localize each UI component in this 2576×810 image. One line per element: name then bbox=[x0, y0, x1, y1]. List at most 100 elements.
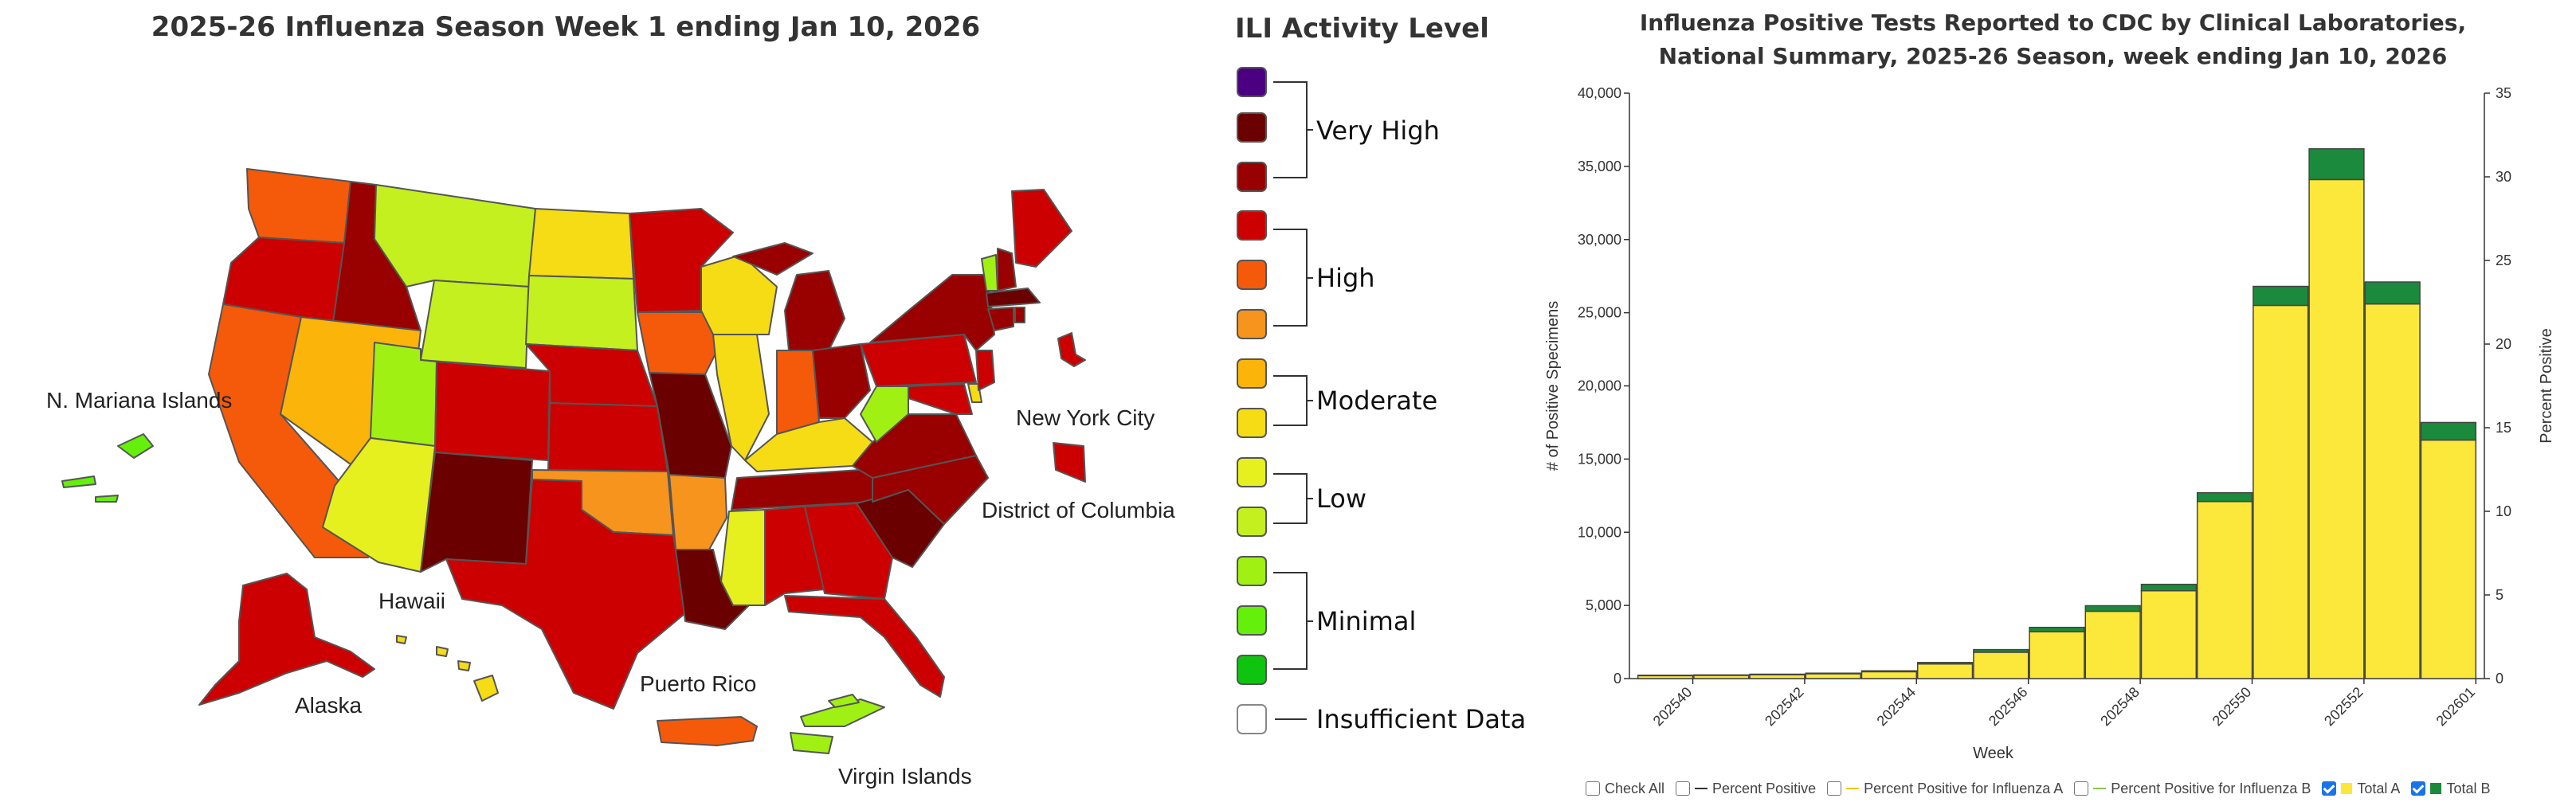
bar-total-b-202542[interactable] bbox=[1749, 673, 1806, 675]
legend-swatch-7 bbox=[1237, 408, 1267, 438]
bar-total-b-202551[interactable] bbox=[2253, 285, 2309, 307]
state-arkansas[interactable] bbox=[669, 474, 727, 550]
bar-total-a-202553[interactable] bbox=[2364, 303, 2421, 679]
state-ohio[interactable] bbox=[812, 343, 871, 419]
territory-nyc[interactable] bbox=[1057, 332, 1086, 367]
state-florida[interactable] bbox=[784, 595, 945, 698]
state-michigan[interactable] bbox=[784, 270, 845, 351]
total-a-checkbox[interactable] bbox=[2322, 781, 2337, 796]
percent-a-checkbox[interactable] bbox=[1827, 781, 1842, 796]
state-texas[interactable] bbox=[445, 479, 686, 710]
bar-total-a-202548[interactable] bbox=[2084, 610, 2141, 679]
bar-total-b-202548[interactable] bbox=[2084, 605, 2141, 612]
x-tick-label: 202544 bbox=[1874, 684, 1919, 730]
state-massachusetts[interactable] bbox=[986, 288, 1041, 307]
territory-puerto-rico[interactable] bbox=[657, 716, 758, 746]
legend-brackets bbox=[1273, 81, 1313, 720]
state-colorado[interactable] bbox=[434, 361, 551, 461]
percent-b-line-swatch bbox=[2093, 788, 2107, 789]
state-north-dakota[interactable] bbox=[528, 208, 634, 280]
territory-dc[interactable] bbox=[1053, 442, 1086, 483]
legend-swatch-3 bbox=[1237, 210, 1267, 241]
total-b-checkbox[interactable] bbox=[2411, 781, 2426, 796]
legend-swatch-8 bbox=[1237, 457, 1267, 487]
y-tick-label: 0 bbox=[1613, 671, 1621, 687]
state-south-dakota[interactable] bbox=[525, 275, 638, 351]
state-iowa[interactable] bbox=[637, 311, 722, 375]
territory-hawaii-4[interactable] bbox=[396, 635, 407, 644]
label-puerto-rico: Puerto Rico bbox=[640, 671, 756, 696]
map-title: 2025-26 Influenza Season Week 1 ending J… bbox=[151, 11, 981, 43]
bar-total-a-202545[interactable] bbox=[1916, 663, 1974, 679]
state-connecticut[interactable] bbox=[987, 307, 1014, 331]
territory-hawaii-3[interactable] bbox=[436, 646, 449, 657]
y2-tick-label: 10 bbox=[2496, 503, 2511, 519]
legend-swatch-2 bbox=[1237, 162, 1267, 192]
toggle-percent-a[interactable]: Percent Positive for Influenza A bbox=[1827, 781, 2063, 797]
state-montana[interactable] bbox=[374, 184, 536, 288]
state-michigan-up[interactable] bbox=[732, 242, 814, 276]
toggle-total-b[interactable]: Total B bbox=[2411, 781, 2490, 797]
bar-total-b-202553[interactable] bbox=[2364, 281, 2421, 305]
x-tick-label: 202548 bbox=[2097, 684, 2143, 730]
state-indiana[interactable] bbox=[776, 350, 820, 435]
bar-total-a-202550[interactable] bbox=[2196, 500, 2253, 679]
state-mississippi[interactable] bbox=[720, 509, 766, 606]
bar-total-b-202540[interactable] bbox=[1637, 675, 1694, 677]
state-new-jersey[interactable] bbox=[975, 350, 995, 391]
toggle-total-a[interactable]: Total A bbox=[2322, 781, 2400, 797]
territory-mariana-2[interactable] bbox=[61, 475, 96, 488]
state-maine[interactable] bbox=[1011, 189, 1072, 268]
percent-positive-checkbox[interactable] bbox=[1676, 781, 1691, 796]
y-tick-label: 40,000 bbox=[1578, 85, 1621, 101]
bar-total-a-202601[interactable] bbox=[2420, 439, 2477, 679]
positive-tests-chart: 0 5,000 10,000 15,000 20,000 25,000 30,000 35,0… bbox=[1544, 85, 2555, 762]
territory-mariana-3[interactable] bbox=[95, 495, 119, 503]
toggle-percent-b[interactable]: Percent Positive for Influenza B bbox=[2074, 781, 2311, 797]
bar-total-b-202549[interactable] bbox=[2140, 583, 2198, 592]
state-kansas[interactable] bbox=[547, 402, 669, 472]
bracket-minimal bbox=[1273, 572, 1313, 670]
territory-virgin-islands-2[interactable] bbox=[828, 694, 860, 708]
state-rhode-island[interactable] bbox=[1014, 307, 1025, 323]
percent-b-checkbox[interactable] bbox=[2074, 781, 2089, 796]
x-tick-label: 202552 bbox=[2321, 684, 2366, 730]
bar-total-b-202545[interactable] bbox=[1916, 662, 1974, 665]
bar-total-b-202601[interactable] bbox=[2420, 421, 2477, 441]
territory-alaska[interactable] bbox=[198, 573, 375, 706]
state-new-hampshire[interactable] bbox=[997, 248, 1017, 292]
bar-total-a-202552[interactable] bbox=[2308, 178, 2365, 679]
bar-total-a-202549[interactable] bbox=[2140, 590, 2198, 679]
label-dc: District of Columbia bbox=[982, 498, 1175, 522]
total-b-swatch bbox=[2430, 783, 2442, 794]
bar-total-a-202546[interactable] bbox=[1973, 652, 2029, 679]
x-tick-label: 202550 bbox=[2209, 684, 2255, 730]
bar-total-b-202552[interactable] bbox=[2308, 148, 2365, 181]
bar-total-a-202543[interactable] bbox=[1805, 673, 1861, 679]
bar-total-a-202547[interactable] bbox=[2029, 631, 2085, 679]
toggle-check-all[interactable]: Check All bbox=[1586, 781, 1664, 797]
state-kentucky[interactable] bbox=[744, 417, 873, 472]
bar-total-a-202551[interactable] bbox=[2253, 304, 2309, 679]
bar-total-b-202550[interactable] bbox=[2196, 491, 2253, 503]
bar-total-a-202544[interactable] bbox=[1860, 671, 1918, 679]
state-georgia[interactable] bbox=[804, 503, 893, 600]
y-axis-label: # of Positive Specimens bbox=[1544, 301, 1562, 471]
toggle-percent-positive[interactable]: Percent Positive bbox=[1676, 781, 1816, 797]
state-wyoming[interactable] bbox=[420, 280, 530, 369]
territory-mariana[interactable] bbox=[117, 433, 154, 459]
state-maryland[interactable] bbox=[908, 383, 973, 415]
state-west-virginia[interactable] bbox=[860, 385, 909, 443]
bar-total-b-202547[interactable] bbox=[2029, 626, 2085, 632]
territory-hawaii-1[interactable] bbox=[473, 675, 499, 702]
territory-virgin-islands-3[interactable] bbox=[790, 732, 833, 754]
check-all-label: Check All bbox=[1605, 780, 1665, 796]
x-tick-label: 202546 bbox=[1986, 684, 2031, 730]
total-a-label: Total A bbox=[2357, 780, 2401, 796]
bar-total-b-202546[interactable] bbox=[1973, 648, 2029, 653]
bar-total-b-202543[interactable] bbox=[1805, 672, 1861, 675]
state-new-mexico[interactable] bbox=[420, 452, 533, 573]
state-washington[interactable] bbox=[246, 168, 351, 244]
check-all-checkbox[interactable] bbox=[1586, 781, 1600, 796]
territory-hawaii-2[interactable] bbox=[457, 660, 471, 671]
